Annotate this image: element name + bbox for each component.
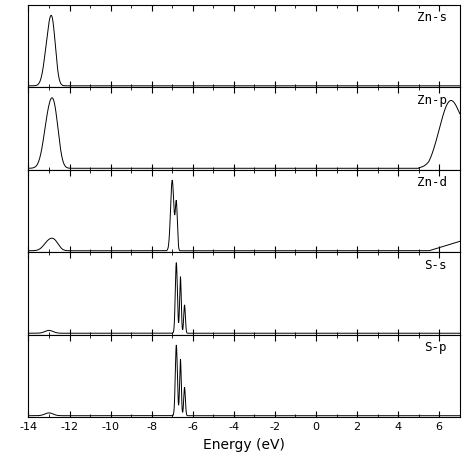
Text: Zn-d: Zn-d (417, 176, 447, 189)
Text: Zn-p: Zn-p (417, 94, 447, 107)
Text: Zn-s: Zn-s (417, 11, 447, 24)
Text: S-s: S-s (424, 259, 447, 272)
X-axis label: Energy (eV): Energy (eV) (203, 438, 285, 452)
Text: S-p: S-p (424, 341, 447, 354)
